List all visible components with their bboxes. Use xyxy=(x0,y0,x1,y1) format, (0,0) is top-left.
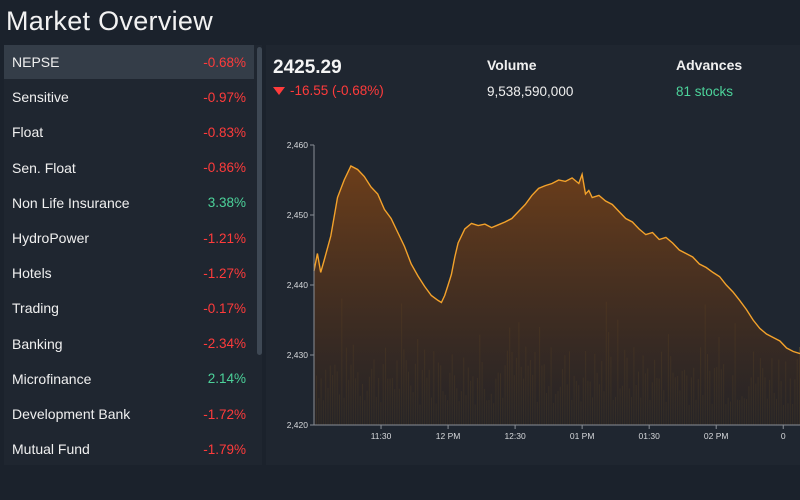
sidebar-item-change: -1.79% xyxy=(203,441,246,457)
sidebar-item-label: HydroPower xyxy=(12,230,90,246)
sidebar-item-nepse[interactable]: NEPSE -0.68% xyxy=(4,45,254,79)
sidebar-scrollbar[interactable] xyxy=(257,47,262,355)
sidebar-item-label: Hotels xyxy=(12,265,52,282)
sidebar-item-change: -1.27% xyxy=(203,265,246,281)
advances-label: Advances xyxy=(676,57,743,73)
sidebar-item-label: Development Bank xyxy=(12,406,131,422)
index-detail-panel: 2425.29 -16.55 (-0.68%) Volume 9,538,590… xyxy=(266,45,800,465)
sidebar-item-change: -0.17% xyxy=(203,300,246,316)
x-tick-label: 01:30 xyxy=(639,431,661,441)
sidebar-item-label: Non Life Insurance xyxy=(12,194,130,211)
sidebar-item-change: 3.38% xyxy=(207,195,246,211)
sidebar-item-mutual-fund[interactable]: Mutual Fund -1.79% xyxy=(4,432,254,466)
sidebar-item-change: -0.68% xyxy=(203,54,246,70)
sidebar-item-trading[interactable]: Trading -0.17% xyxy=(4,291,254,325)
sidebar-item-sen-float[interactable]: Sen. Float -0.86% xyxy=(4,151,254,185)
sidebar-item-label: Trading xyxy=(12,300,59,317)
sidebar-item-sensitive[interactable]: Sensitive -0.97% xyxy=(4,80,254,114)
sidebar-item-label: Sen. Float xyxy=(12,159,76,176)
advances-value: 81 stocks xyxy=(676,84,734,99)
sidebar-item-label: NEPSE xyxy=(12,54,60,70)
index-change: -16.55 (-0.68%) xyxy=(273,83,384,98)
x-tick-label: 12:30 xyxy=(504,431,526,441)
sidebar-item-label: Mutual Fund xyxy=(12,441,90,458)
sidebar-item-change: -1.72% xyxy=(203,406,246,422)
chart-axes: 2,420 2,430 2,440 2,450 2,460 11:30 12 PM 12:30… xyxy=(287,140,800,441)
y-tick-label: 2,440 xyxy=(287,280,309,290)
sidebar-item-change: -0.83% xyxy=(203,124,246,140)
price-chart[interactable]: 2,420 2,430 2,440 2,450 2,460 11:30 12 PM 12:30… xyxy=(266,135,800,455)
y-tick-label: 2,450 xyxy=(287,210,309,220)
x-tick-label: 0 xyxy=(781,431,786,441)
price-area xyxy=(314,166,800,425)
sidebar-item-hydropower[interactable]: HydroPower -1.21% xyxy=(4,221,254,255)
sidebar-item-non-life-insurance[interactable]: Non Life Insurance 3.38% xyxy=(4,186,254,220)
footer-strip xyxy=(0,465,800,500)
sidebar-item-label: Float xyxy=(12,124,44,141)
sidebar-item-label: Banking xyxy=(12,335,63,352)
volume-label: Volume xyxy=(487,57,537,73)
x-tick-label: 02 PM xyxy=(704,431,729,441)
x-tick-label: 12 PM xyxy=(436,431,461,441)
index-price: 2425.29 xyxy=(273,57,342,78)
x-tick-label: 11:30 xyxy=(371,431,392,441)
sidebar-item-banking[interactable]: Banking -2.34% xyxy=(4,327,254,361)
sidebar-item-development-bank[interactable]: Development Bank -1.72% xyxy=(4,397,254,431)
index-list: Mutual Fund -1.79% Development Bank -1.72% M… xyxy=(4,45,262,465)
sidebar-item-change: 2.14% xyxy=(207,371,246,387)
sidebar-item-float[interactable]: Float -0.83% xyxy=(4,115,254,149)
y-tick-label: 2,420 xyxy=(287,420,309,430)
x-tick-label: 01 PM xyxy=(570,431,595,441)
y-tick-label: 2,430 xyxy=(287,350,309,360)
y-tick-label: 2,460 xyxy=(287,140,309,150)
sidebar-item-change: -1.21% xyxy=(203,230,246,246)
sidebar-item-microfinance[interactable]: Microfinance 2.14% xyxy=(4,362,254,396)
sidebar-item-hotels[interactable]: Hotels -1.27% xyxy=(4,256,254,290)
sidebar-item-change: -0.97% xyxy=(203,89,246,105)
down-arrow-icon xyxy=(273,86,285,95)
sidebar-item-change: -0.86% xyxy=(203,160,246,176)
sidebar-item-label: Microfinance xyxy=(12,370,92,387)
sidebar-item-label: Sensitive xyxy=(12,89,69,106)
price-line xyxy=(313,165,800,355)
page-title: Market Overview xyxy=(6,6,214,36)
index-change-value: -16.55 (-0.68%) xyxy=(290,83,384,98)
sidebar-item-change: -2.34% xyxy=(203,336,246,352)
volume-value: 9,538,590,000 xyxy=(487,84,574,99)
